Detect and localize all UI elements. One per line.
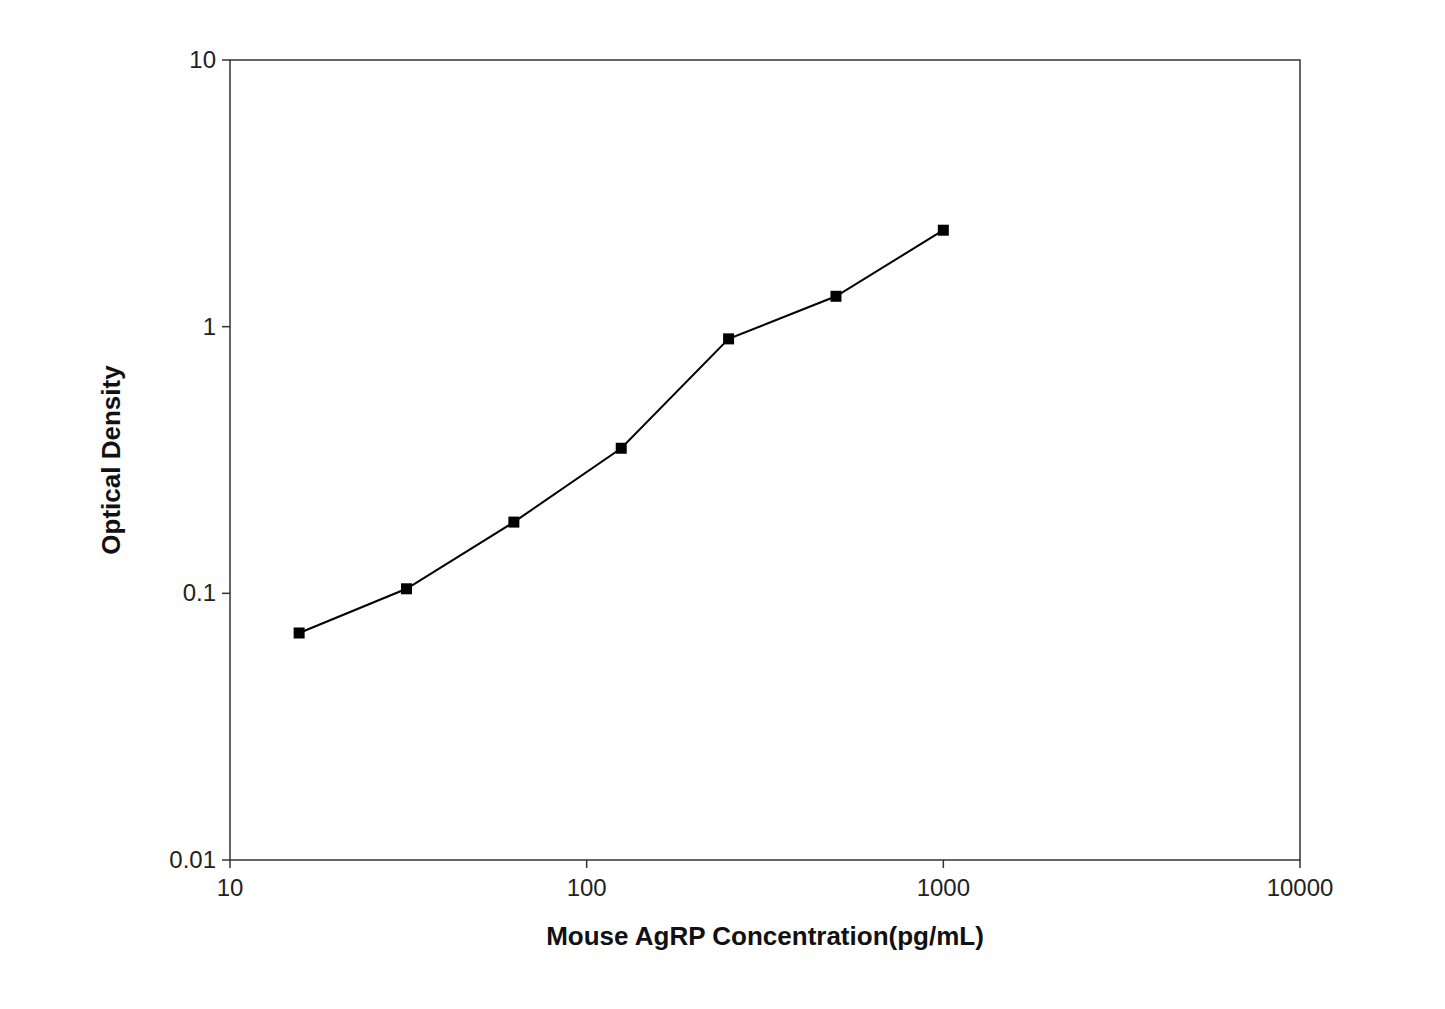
y-tick bbox=[222, 59, 230, 61]
data-group bbox=[294, 225, 949, 639]
y-tick-label: 0.1 bbox=[183, 579, 216, 606]
data-marker bbox=[616, 443, 627, 454]
chart-svg: 10 100 1000 10000 0.01 0.1 1 10 Mouse AgRP Conce… bbox=[0, 0, 1445, 1009]
y-axis-label: Optical Density bbox=[96, 365, 126, 555]
x-tick bbox=[586, 860, 588, 868]
data-marker bbox=[830, 291, 841, 302]
x-tick bbox=[943, 860, 945, 868]
x-tick-label: 10000 bbox=[1267, 874, 1334, 901]
x-tick-label: 1000 bbox=[917, 874, 970, 901]
data-marker bbox=[294, 627, 305, 638]
x-tick bbox=[1299, 860, 1301, 868]
plot-frame bbox=[230, 60, 1300, 860]
data-marker bbox=[938, 225, 949, 236]
x-tick-label: 100 bbox=[567, 874, 607, 901]
y-tick bbox=[222, 593, 230, 595]
x-tick bbox=[229, 860, 231, 868]
y-tick-label: 0.01 bbox=[169, 846, 216, 873]
x-tick-label: 10 bbox=[217, 874, 244, 901]
y-tick bbox=[222, 859, 230, 861]
background bbox=[0, 0, 1445, 1009]
y-tick-label: 1 bbox=[203, 313, 216, 340]
data-line bbox=[299, 230, 943, 633]
y-tick-label: 10 bbox=[189, 46, 216, 73]
y-tick bbox=[222, 326, 230, 328]
x-axis-label: Mouse AgRP Concentration(pg/mL) bbox=[546, 921, 984, 951]
data-marker bbox=[508, 517, 519, 528]
chart-container: 10 100 1000 10000 0.01 0.1 1 10 Mouse AgRP Conce… bbox=[0, 0, 1445, 1009]
data-marker bbox=[723, 333, 734, 344]
data-marker bbox=[401, 583, 412, 594]
